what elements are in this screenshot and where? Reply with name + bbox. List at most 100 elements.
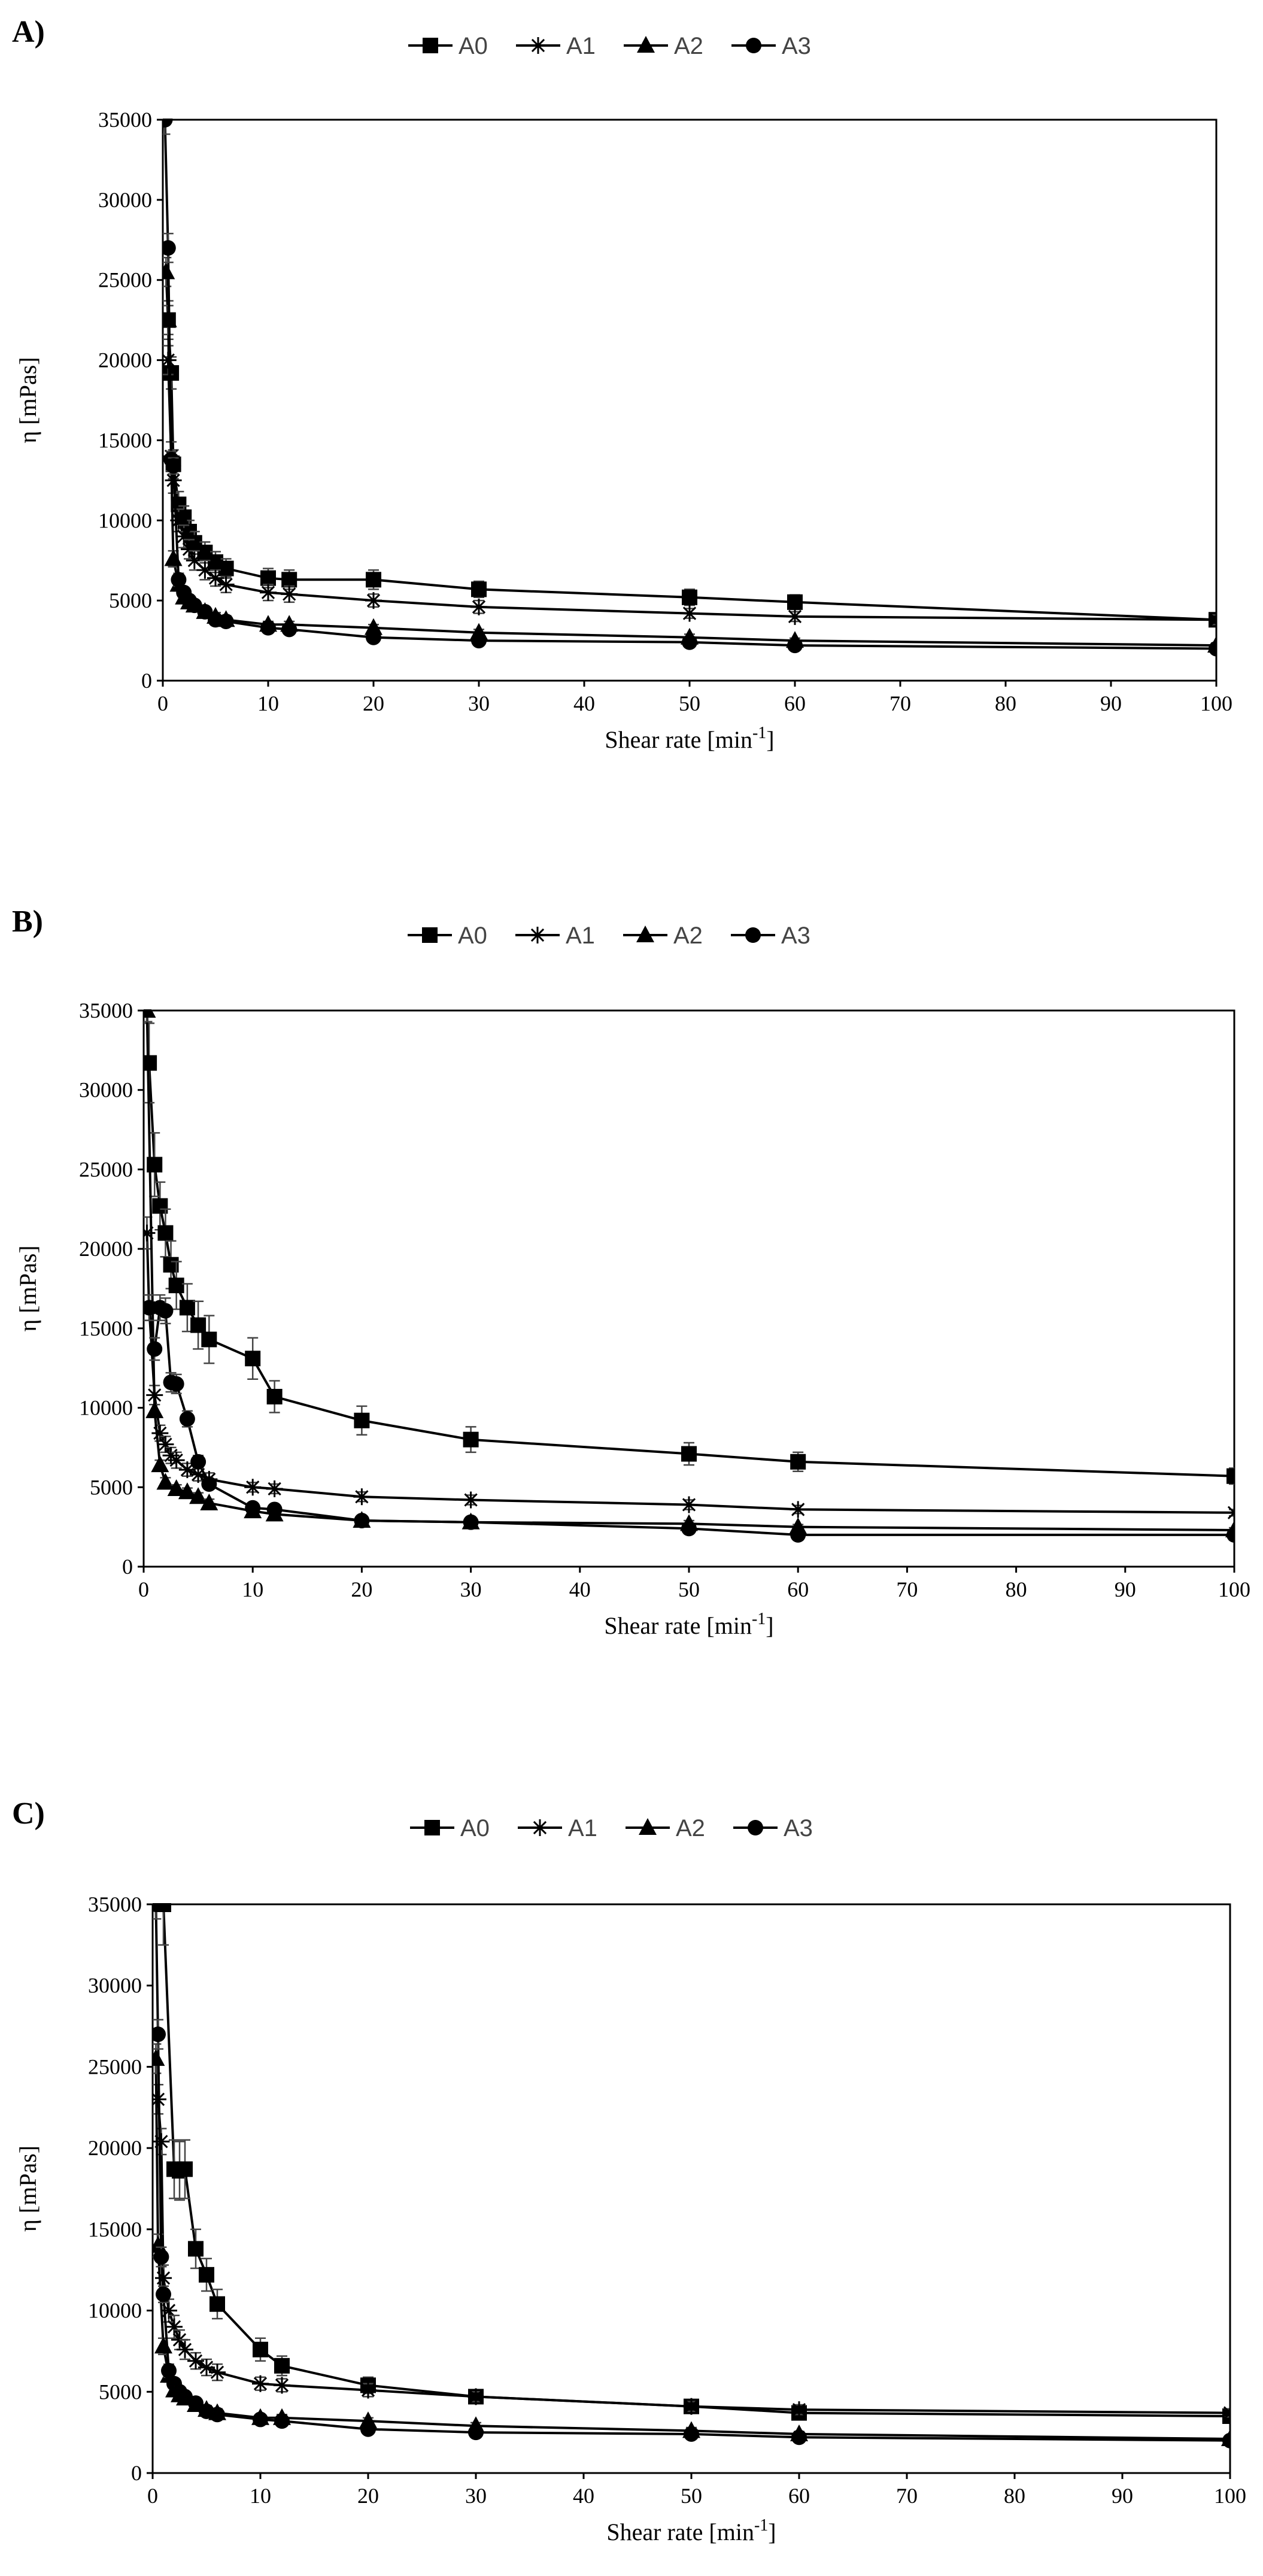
data-point-a1 <box>791 2401 807 2419</box>
data-point-a1-stroke <box>361 2383 375 2397</box>
data-point-a2 <box>156 1473 175 1490</box>
y-tick-label: 10000 <box>88 2299 142 2323</box>
data-point-a2 <box>200 1493 218 1510</box>
data-point-a3 <box>190 1454 207 1470</box>
legend-marker <box>532 1819 548 1836</box>
data-point-a3 <box>165 458 181 474</box>
data-point-a0 <box>366 572 381 588</box>
data-point-a1-stroke <box>1209 618 1216 627</box>
y-tick-label: 15000 <box>79 1316 133 1340</box>
data-point-a1-stroke <box>261 585 275 599</box>
data-point-a3 <box>787 638 803 654</box>
data-point-a1 <box>274 2377 290 2394</box>
legend-item-a2: A2 <box>624 33 703 59</box>
legend-label: A0 <box>460 1815 490 1841</box>
data-point-a1 <box>168 1452 185 1469</box>
y-tick-label: 20000 <box>98 348 152 372</box>
x-axis-title: Shear rate [min-1] <box>605 724 774 753</box>
x-tick-label: 80 <box>1004 2484 1025 2508</box>
x-tick-label: 60 <box>788 2484 810 2508</box>
data-point-a3 <box>274 2413 290 2429</box>
data-point-a1-stroke <box>464 1493 478 1507</box>
data-point-a1 <box>1226 1504 1234 1521</box>
legend-marker-stroke <box>530 928 545 942</box>
data-point-a0 <box>177 2161 193 2177</box>
data-point-a0 <box>190 1317 207 1333</box>
data-point-a3 <box>161 2363 177 2378</box>
x-tick-label: 60 <box>784 691 806 715</box>
legend-marker <box>424 1820 440 1835</box>
x-tick-label: 0 <box>138 1577 149 1601</box>
data-point-a3 <box>790 1527 806 1543</box>
x-tick-label: 70 <box>889 691 911 715</box>
y-axis-title: η [mPas] <box>14 2146 41 2232</box>
y-tick-label: 30000 <box>98 188 152 212</box>
data-point-a1 <box>365 592 382 609</box>
x-tick-label: 30 <box>468 691 490 715</box>
data-point-a1-stroke <box>246 1480 260 1494</box>
data-point-a0 <box>157 1225 174 1241</box>
legend-marker <box>529 927 546 943</box>
series-a0 <box>156 1903 1230 2424</box>
data-point-a1-stroke <box>182 542 196 556</box>
data-point-a1 <box>252 2375 269 2392</box>
data-point-a1 <box>462 1491 479 1509</box>
x-tick-label: 90 <box>1112 2484 1133 2508</box>
data-point-a0 <box>463 1431 479 1448</box>
data-point-a3 <box>253 2411 268 2428</box>
y-tick-label: 15000 <box>98 428 152 452</box>
data-point-a1 <box>157 1436 174 1453</box>
x-tick-label: 60 <box>787 1577 809 1601</box>
x-tick-label: 50 <box>679 691 700 715</box>
x-tick-label: 90 <box>1100 691 1122 715</box>
panel-label: A) <box>12 15 45 49</box>
y-tick-label: 30000 <box>79 1078 133 1102</box>
data-point-a1-stroke <box>167 2320 181 2334</box>
data-point-a1 <box>1208 611 1216 629</box>
data-point-a0 <box>210 2296 225 2312</box>
data-point-a1 <box>1222 2404 1230 2422</box>
data-point-a3 <box>168 1376 184 1392</box>
data-point-a1 <box>266 1480 283 1497</box>
x-tick-label: 100 <box>1200 691 1232 715</box>
data-point-a3 <box>245 1500 261 1516</box>
x-tick-label: 40 <box>573 691 595 715</box>
legend-label: A0 <box>459 33 488 59</box>
data-point-a1-stroke <box>1227 1506 1234 1514</box>
data-point-a3 <box>163 119 173 128</box>
data-point-a3 <box>210 2407 225 2423</box>
data-point-a1 <box>681 605 698 622</box>
x-axis-title-main: Shear rate [min <box>604 1612 752 1639</box>
data-point-a1 <box>175 528 193 545</box>
y-axis-title: η [mPas] <box>14 1245 41 1331</box>
data-point-a3 <box>188 2395 204 2411</box>
data-point-a1 <box>683 2398 700 2415</box>
data-point-a1-stroke <box>169 1454 183 1467</box>
data-point-a3 <box>266 1501 283 1518</box>
data-point-a1-stroke <box>275 2378 289 2392</box>
chart-panel-1: A) 0 5000 10000 15000 20000 25000 30000 35000 0 10… <box>12 15 1232 753</box>
legend-marker <box>530 37 547 54</box>
legend-marker <box>636 926 654 942</box>
data-point-a3 <box>163 240 176 256</box>
data-point-a1 <box>787 608 803 625</box>
data-point-a0 <box>163 365 180 381</box>
x-tick-label: 10 <box>242 1577 263 1601</box>
legend-label: A3 <box>784 1815 813 1841</box>
x-tick-label: 10 <box>257 691 279 715</box>
y-tick-label: 35000 <box>88 1892 142 1916</box>
legend-marker-stroke <box>533 1821 547 1835</box>
legend-item-a1: A1 <box>516 33 596 59</box>
x-tick-label: 0 <box>157 691 168 715</box>
series-a3 <box>144 1294 1234 1543</box>
legend-label: A1 <box>566 33 596 59</box>
legend-item-a3: A3 <box>733 1815 813 1841</box>
x-tick-label: 10 <box>250 2484 271 2508</box>
data-point-a1-stroke <box>682 1498 696 1512</box>
legend-item-a0: A0 <box>410 1815 490 1841</box>
data-point-a3 <box>354 1513 370 1529</box>
data-point-a2 <box>178 1482 196 1500</box>
data-point-a2 <box>163 262 175 280</box>
legend-label: A0 <box>458 923 487 949</box>
data-point-a1-stroke <box>219 578 233 591</box>
